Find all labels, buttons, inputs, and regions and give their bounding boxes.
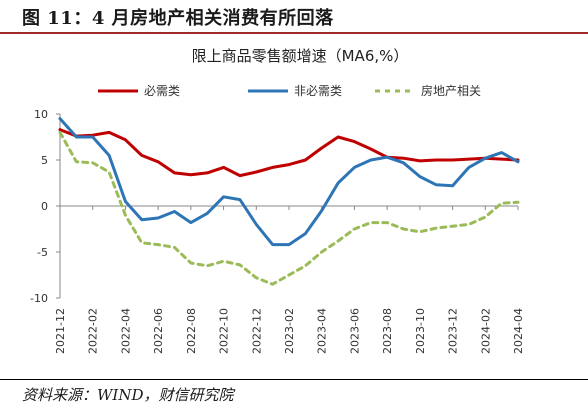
x-tick-label: 2022-12 (250, 308, 263, 354)
y-tick-label: 10 (34, 108, 48, 121)
x-tick-label: 2022-04 (119, 308, 132, 354)
x-tick-label: 2023-10 (414, 308, 427, 354)
legend-label-1: 非必需类 (294, 84, 342, 98)
line-chart: 限上商品零售额增速（MA6,%） 必需类 非必需类 房地产相关 10 5 0 -5 -10 2… (30, 47, 525, 354)
x-tick-label: 2023-08 (381, 308, 394, 354)
series-line-0 (58, 128, 520, 178)
x-tick-label: 2022-06 (152, 308, 165, 354)
axes: 10 5 0 -5 -10 2021-12 2022-02 2022-04 2022-06 202… (30, 108, 525, 354)
x-tick-label: 2023-06 (348, 308, 361, 354)
y-tick-label: 0 (41, 200, 48, 213)
series-layer (58, 117, 520, 286)
y-tick-label: -10 (30, 292, 48, 305)
legend: 必需类 非必需类 房地产相关 (98, 83, 481, 98)
x-tick-label: 2022-02 (87, 308, 100, 354)
figure-title: 图 11：4 月房地产相关消费有所回落 (22, 8, 334, 29)
series-line-2 (58, 130, 520, 286)
x-tick-label: 2023-02 (283, 308, 296, 354)
source-rule (0, 379, 588, 380)
series-line-1 (58, 117, 520, 247)
x-tick-label: 2021-12 (54, 308, 67, 354)
y-tick-label: 5 (41, 154, 48, 167)
x-tick-label: 2022-10 (218, 308, 231, 354)
x-tick-label: 2023-04 (316, 308, 329, 354)
x-tick-label: 2023-12 (447, 308, 460, 354)
legend-label-2: 房地产相关 (421, 83, 481, 98)
source-note: 资料来源：WIND，财信研究院 (22, 386, 234, 404)
x-tick-label: 2024-04 (512, 308, 525, 354)
y-tick-label: -5 (37, 246, 48, 259)
chart-title: 限上商品零售额增速（MA6,%） (192, 47, 409, 65)
legend-label-0: 必需类 (144, 84, 180, 98)
x-tick-label: 2024-02 (479, 308, 492, 354)
x-tick-label: 2022-08 (185, 308, 198, 354)
title-rule (0, 32, 588, 34)
